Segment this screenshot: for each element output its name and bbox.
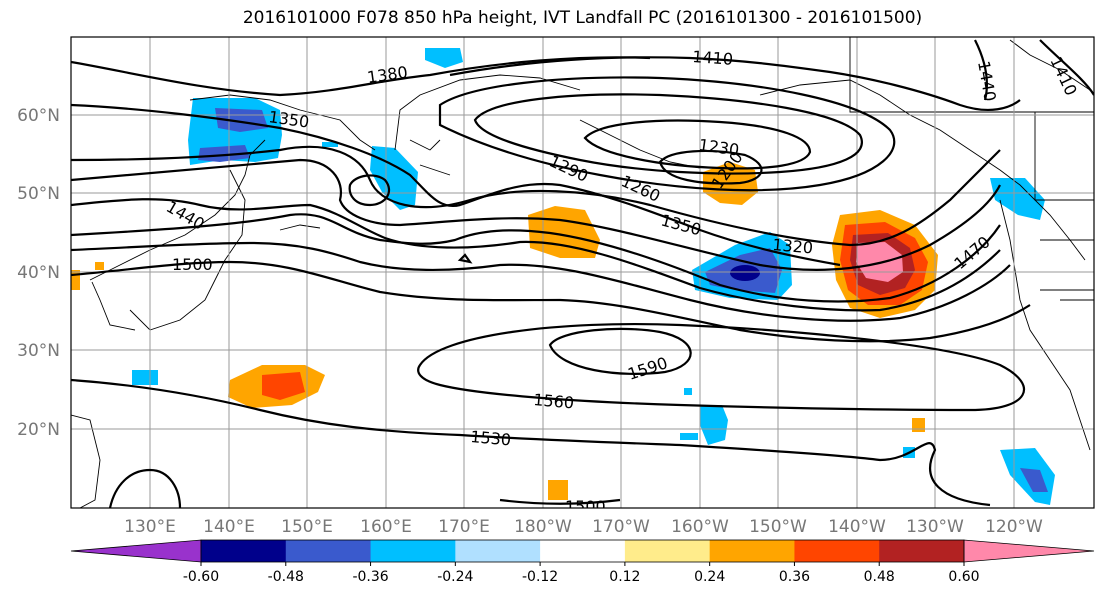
negative-anomaly-hawaii bbox=[700, 405, 728, 445]
negative-anomaly-baja-core bbox=[1020, 468, 1048, 492]
lon-label: 120°W bbox=[985, 517, 1043, 537]
contour-1590-ring bbox=[548, 327, 692, 375]
colorbar-tick-label: 0.60 bbox=[948, 569, 979, 585]
contour-1290-ring bbox=[438, 76, 896, 192]
positive-anomaly-south bbox=[548, 480, 568, 500]
colorbar-segment bbox=[709, 540, 795, 562]
contour-south-west bbox=[108, 468, 182, 508]
colorbar-segment bbox=[455, 540, 541, 562]
colorbar: -0.60 -0.48 -0.36 -0.24 -0.12 0.12 0.24 0.36 0.4… bbox=[70, 539, 1095, 585]
lon-label: 170°W bbox=[592, 517, 650, 537]
positive-anomaly-west-edge bbox=[71, 270, 80, 290]
lon-label: 170°E bbox=[438, 517, 490, 537]
lon-label: 140°W bbox=[828, 517, 886, 537]
contour-1410-north bbox=[449, 56, 1021, 112]
coastlines bbox=[71, 37, 1094, 508]
colorbar-ticks: -0.60 -0.48 -0.36 -0.24 -0.12 0.12 0.24 0.36 0.4… bbox=[183, 562, 980, 585]
negative-anomaly-central-core bbox=[730, 265, 760, 281]
colorbar-segment bbox=[794, 540, 880, 562]
lon-label: 140°E bbox=[203, 517, 255, 537]
colorbar-tick-label: -0.24 bbox=[437, 569, 473, 585]
colorbar-segment bbox=[879, 540, 965, 562]
colorbar-tick-label: 0.12 bbox=[609, 569, 640, 585]
contour-1320 bbox=[71, 145, 1001, 247]
colorbar-segment bbox=[370, 540, 456, 562]
contour-label: 1500 bbox=[172, 255, 213, 274]
latitude-labels: 60°N 50°N 40°N 30°N 20°N bbox=[17, 106, 60, 440]
contour-1260-ring bbox=[473, 93, 863, 175]
longitude-labels: 130°E 140°E 150°E 160°E 170°E 180°W 170°… bbox=[124, 517, 1043, 537]
contour-small-kamchatka bbox=[348, 174, 391, 207]
negative-anomaly-hawaii3 bbox=[684, 388, 692, 395]
colorbar-tick-label: 0.48 bbox=[864, 569, 895, 585]
colorbar-tick-label: 0.24 bbox=[694, 569, 725, 585]
negative-anomaly-okhotsk-core2 bbox=[198, 145, 250, 162]
negative-anomaly-west-small bbox=[132, 370, 158, 385]
contour-1440 bbox=[71, 198, 1001, 312]
lon-label: 130°W bbox=[906, 517, 964, 537]
negative-anomaly-bc-coast bbox=[990, 178, 1045, 220]
colorbar-extend-low bbox=[70, 539, 202, 563]
contour-1500 bbox=[71, 260, 1031, 343]
colorbar-border bbox=[200, 539, 965, 563]
lon-label: 150°W bbox=[749, 517, 807, 537]
contour-1380 bbox=[71, 56, 651, 97]
contour-1560-ring bbox=[417, 322, 1026, 412]
contour-1470 bbox=[71, 241, 1011, 322]
contour-1410 bbox=[71, 213, 1001, 303]
negative-anomaly-bering bbox=[425, 48, 463, 68]
lon-label: 180°W bbox=[514, 517, 572, 537]
colorbar-segment bbox=[540, 540, 626, 562]
colorbar-tick-label: -0.60 bbox=[183, 569, 219, 585]
contour-1530 bbox=[71, 378, 991, 507]
negative-anomaly-hawaii2 bbox=[680, 433, 698, 440]
contour-1440-ne bbox=[974, 39, 1094, 101]
lon-label: 160°W bbox=[671, 517, 729, 537]
negative-anomaly-kamchatka bbox=[370, 146, 418, 210]
colorbar-tick-label: -0.48 bbox=[268, 569, 304, 585]
negative-anomaly-okhotsk-core bbox=[215, 108, 268, 132]
colorbar-segment bbox=[285, 540, 372, 562]
contour-closed-small bbox=[457, 253, 473, 264]
colorbar-tick-label: -0.12 bbox=[522, 569, 558, 585]
contour-label: 1560 bbox=[533, 390, 575, 412]
lon-label: 150°E bbox=[281, 517, 333, 537]
colorbar-segment bbox=[624, 540, 711, 562]
contour-label: 1320 bbox=[772, 235, 814, 257]
map-border bbox=[70, 36, 1095, 509]
colorbar-tick-label: 0.36 bbox=[779, 569, 810, 585]
lat-label: 20°N bbox=[17, 420, 60, 440]
positive-anomaly-west-pacific-core bbox=[262, 372, 305, 400]
positive-anomaly-japan-small bbox=[95, 262, 104, 270]
height-contours bbox=[71, 39, 1094, 508]
colorbar-extend-high bbox=[963, 539, 1095, 563]
colorbar-segment bbox=[201, 540, 287, 562]
lat-label: 30°N bbox=[17, 341, 60, 361]
lat-label: 40°N bbox=[17, 263, 60, 283]
contour-1200-ring bbox=[658, 149, 763, 185]
contour-1350-ring bbox=[71, 103, 841, 267]
contour-label: 1500 bbox=[565, 497, 606, 516]
contour-label: 1530 bbox=[470, 427, 512, 449]
contour-1350 bbox=[71, 158, 1001, 271]
positive-anomaly-mexico bbox=[912, 418, 925, 432]
colorbar-segments bbox=[70, 539, 1095, 563]
lon-label: 130°E bbox=[124, 517, 176, 537]
colorbar-tick-label: -0.36 bbox=[352, 569, 388, 585]
lat-label: 50°N bbox=[17, 184, 60, 204]
contour-1500-south bbox=[499, 498, 621, 505]
contour-label: 1410 bbox=[692, 47, 734, 69]
map-title: 2016101000 F078 850 hPa height, IVT Land… bbox=[242, 8, 923, 28]
lat-label: 60°N bbox=[17, 106, 60, 126]
negative-anomaly-small1 bbox=[322, 142, 338, 147]
lon-label: 160°E bbox=[360, 517, 412, 537]
